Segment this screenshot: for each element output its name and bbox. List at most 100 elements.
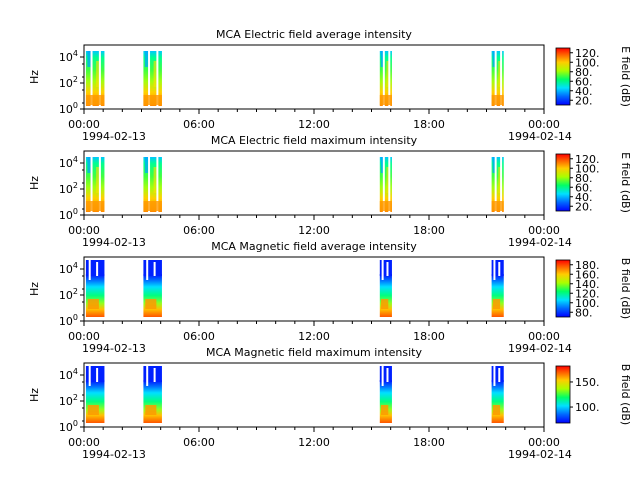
data-block-top xyxy=(379,366,392,382)
data-gap xyxy=(388,51,391,106)
data-block xyxy=(143,157,162,212)
data-block-fill xyxy=(379,274,392,317)
data-block-streak xyxy=(492,51,496,67)
y-tick-label: 102 xyxy=(59,181,78,196)
data-block-streak xyxy=(144,51,150,67)
data-gap xyxy=(500,157,503,212)
colorbar-tick-label: 60. xyxy=(575,181,593,194)
colorbar-tick-label: 180. xyxy=(575,259,600,272)
panel-1: MCA Electric field average intensity Hz 00… xyxy=(28,28,632,143)
colorbar-tick-label: 20. xyxy=(575,200,593,213)
data-gap xyxy=(148,51,151,106)
data-block-hot xyxy=(491,201,504,211)
data-gap xyxy=(148,157,151,212)
x-tick-label: 18:00 xyxy=(413,330,445,343)
data-gap xyxy=(498,262,501,276)
data-gap xyxy=(153,262,156,276)
data-block-hot xyxy=(379,95,392,105)
data-block-streak xyxy=(87,51,93,67)
x-tick-label: 00:00 xyxy=(528,330,560,343)
x-tick-label: 06:00 xyxy=(183,118,215,131)
data-block-fill xyxy=(143,380,162,423)
data-gap xyxy=(382,157,385,212)
data-gap xyxy=(88,260,91,280)
x-tick-label: 06:00 xyxy=(183,224,215,237)
data-block-fill xyxy=(491,274,504,317)
data-gap xyxy=(153,368,156,382)
data-gap xyxy=(90,51,93,106)
data-gap xyxy=(98,51,101,106)
colorbar-tick-label: 140. xyxy=(575,278,600,291)
data-gap xyxy=(381,260,384,280)
data-block-hot xyxy=(145,299,157,309)
panel-2: MCA Electric field maximum intensity Hz 00… xyxy=(28,134,632,249)
x-tick-label: 00:00 xyxy=(68,118,100,131)
data-gap xyxy=(493,260,496,280)
data-block xyxy=(379,51,392,106)
colorbar-label: E field (dB) xyxy=(619,152,632,213)
data-gap xyxy=(494,157,497,212)
x-date-label: 1994-02-13 xyxy=(82,236,146,249)
x-date-label: 1994-02-14 xyxy=(508,236,572,249)
data-gap xyxy=(498,368,501,382)
panel-title: MCA Electric field average intensity xyxy=(216,28,412,41)
data-block-hot xyxy=(87,405,99,415)
x-tick-label: 00:00 xyxy=(68,436,100,449)
data-block xyxy=(143,260,162,317)
data-block-hot xyxy=(491,95,504,105)
x-tick-label: 12:00 xyxy=(298,436,330,449)
x-date-label: 1994-02-13 xyxy=(82,342,146,355)
data-block-streak xyxy=(386,61,389,87)
data-block xyxy=(143,51,162,106)
data-gap xyxy=(96,368,99,382)
data-block xyxy=(379,157,392,212)
colorbar xyxy=(555,365,571,424)
data-block-hot xyxy=(379,201,392,211)
x-tick-label: 06:00 xyxy=(183,330,215,343)
colorbar-tick-label: 100. xyxy=(575,401,600,414)
colorbar-tick-label: 20. xyxy=(575,94,593,107)
panel-title: MCA Electric field maximum intensity xyxy=(211,134,418,147)
y-axis-label: Hz xyxy=(28,70,41,84)
colorbar-tick-label: 100. xyxy=(575,162,600,175)
data-block xyxy=(491,157,504,212)
colorbar-tick-label: 80. xyxy=(575,172,593,185)
y-tick-label: 102 xyxy=(59,287,78,302)
y-tick-label: 100 xyxy=(59,419,78,434)
data-block-streak xyxy=(96,167,100,193)
data-gap xyxy=(386,262,389,276)
x-tick-label: 00:00 xyxy=(68,224,100,237)
data-gap xyxy=(493,366,496,386)
data-block-streak xyxy=(380,51,384,67)
data-gap xyxy=(382,51,385,106)
data-block-streak xyxy=(153,61,158,87)
colorbar xyxy=(555,47,571,106)
data-block-hot xyxy=(381,299,389,309)
data-block-fill xyxy=(85,380,105,423)
data-block-hot xyxy=(143,95,162,105)
data-gap xyxy=(494,51,497,106)
data-gap xyxy=(156,157,159,212)
data-block xyxy=(491,51,504,106)
data-block-hot xyxy=(145,405,157,415)
colorbar-label: B field (dB) xyxy=(619,258,632,319)
x-date-label: 1994-02-14 xyxy=(508,448,572,461)
data-gap xyxy=(156,51,159,106)
data-block xyxy=(85,366,105,423)
colorbar xyxy=(555,259,571,318)
data-block-fill xyxy=(85,274,105,317)
x-tick-label: 12:00 xyxy=(298,224,330,237)
data-gap xyxy=(98,157,101,212)
x-tick-label: 18:00 xyxy=(413,224,445,237)
colorbar-tick-label: 150. xyxy=(575,376,600,389)
y-tick-label: 102 xyxy=(59,75,78,90)
x-tick-label: 12:00 xyxy=(298,330,330,343)
data-block-hot xyxy=(87,299,99,309)
data-block-hot xyxy=(381,405,389,415)
data-block-fill xyxy=(379,380,392,423)
y-axis-label: Hz xyxy=(28,176,41,190)
colorbar-tick-label: 40. xyxy=(575,191,593,204)
data-gap xyxy=(146,366,149,386)
data-gap xyxy=(146,260,149,280)
